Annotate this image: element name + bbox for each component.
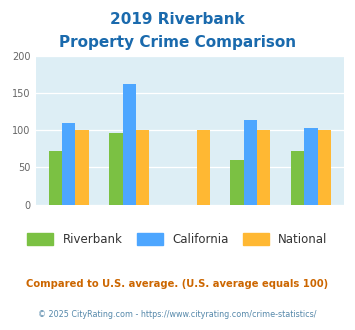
Bar	[318, 130, 331, 205]
Bar	[62, 123, 76, 205]
Text: Property Crime Comparison: Property Crime Comparison	[59, 35, 296, 50]
Bar	[304, 128, 318, 205]
Bar	[257, 130, 271, 205]
Text: 2019 Riverbank: 2019 Riverbank	[110, 12, 245, 26]
Text: © 2025 CityRating.com - https://www.cityrating.com/crime-statistics/: © 2025 CityRating.com - https://www.city…	[38, 310, 317, 319]
Bar	[244, 120, 257, 205]
Bar	[109, 133, 123, 205]
Bar	[76, 130, 89, 205]
Bar	[291, 151, 304, 205]
Bar	[49, 151, 62, 205]
Legend: Riverbank, California, National: Riverbank, California, National	[23, 228, 332, 251]
Text: Compared to U.S. average. (U.S. average equals 100): Compared to U.S. average. (U.S. average …	[26, 279, 329, 289]
Bar	[230, 160, 244, 205]
Bar	[136, 130, 149, 205]
Bar	[123, 83, 136, 205]
Bar	[197, 130, 210, 205]
